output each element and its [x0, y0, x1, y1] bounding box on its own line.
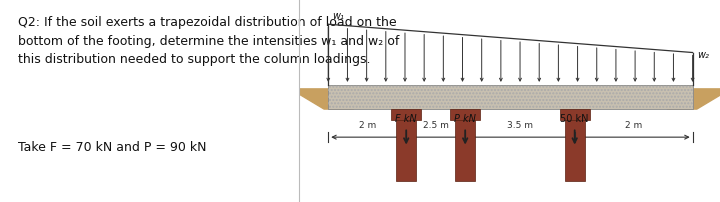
Text: w₁: w₁	[333, 11, 344, 21]
Polygon shape	[290, 89, 354, 109]
Text: Q2: If the soil exerts a trapezoidal distribution of load on the
bottom of the f: Q2: If the soil exerts a trapezoidal dis…	[18, 16, 400, 66]
Bar	[391, 109, 421, 120]
Text: F kN: F kN	[395, 114, 417, 124]
Text: Take F = 70 kN and P = 90 kN: Take F = 70 kN and P = 90 kN	[18, 141, 207, 154]
Text: 3.5 m: 3.5 m	[507, 121, 533, 130]
Bar	[564, 120, 585, 181]
Text: 50 kN: 50 kN	[560, 114, 589, 124]
Bar	[559, 109, 590, 120]
FancyArrowPatch shape	[572, 130, 577, 143]
Bar	[396, 120, 416, 181]
Text: P kN: P kN	[454, 114, 476, 124]
Polygon shape	[667, 89, 720, 109]
Bar	[328, 85, 693, 109]
Bar	[455, 120, 475, 181]
Text: 2 m: 2 m	[359, 121, 376, 130]
Text: 2 m: 2 m	[625, 121, 642, 130]
Bar	[450, 109, 480, 120]
Text: w₂: w₂	[697, 49, 708, 60]
FancyArrowPatch shape	[463, 130, 467, 143]
Text: 2.5 m: 2.5 m	[423, 121, 449, 130]
Bar	[328, 85, 693, 109]
FancyArrowPatch shape	[404, 130, 408, 143]
